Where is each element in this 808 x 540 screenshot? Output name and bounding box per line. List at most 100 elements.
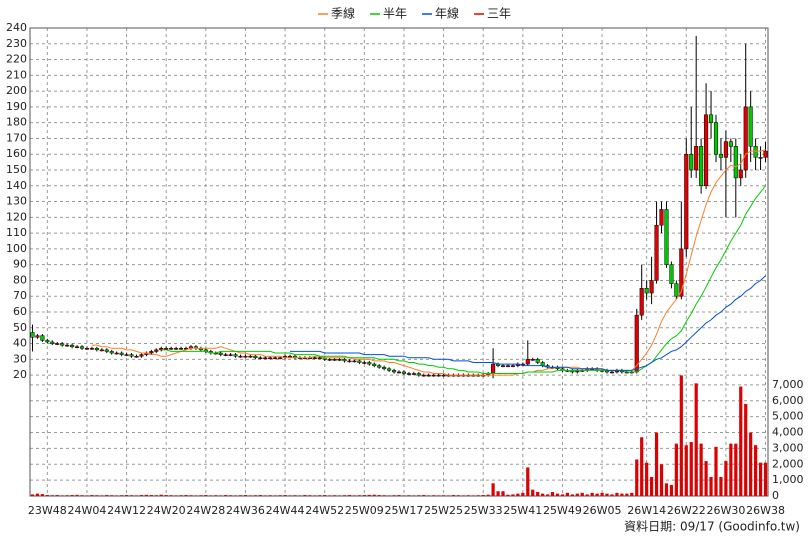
x-tick-label: 24W12 [107, 504, 146, 517]
volume-bar [268, 495, 272, 496]
volume-bar [645, 462, 649, 496]
volume-bar [382, 495, 386, 496]
candle-body [500, 365, 506, 367]
candle-body [287, 355, 293, 358]
candle-body [65, 344, 70, 347]
y-tick-label: 40 [13, 337, 27, 350]
volume-bar [318, 495, 322, 496]
volume-bar [630, 492, 634, 496]
candle-body [233, 354, 238, 357]
y2-tick-label: 7,000 [772, 378, 804, 391]
legend-label: 三年 [487, 7, 511, 21]
candle-body [728, 141, 733, 147]
volume-bar [124, 495, 129, 496]
volume-bar [684, 445, 688, 496]
y-tick-label: 180 [6, 116, 27, 129]
volume-bar [352, 495, 357, 496]
x-tick-label: 26W05 [583, 504, 622, 517]
candle-body [30, 332, 35, 338]
x-tick-label: 24W04 [68, 504, 107, 517]
volume-bar [521, 492, 525, 496]
volume-bar [531, 489, 535, 496]
volume-bar [55, 495, 59, 496]
candle-body [525, 359, 530, 365]
candle-body [278, 357, 283, 360]
volume-bar [253, 495, 257, 496]
candle-body [421, 374, 426, 377]
y-tick-label: 130 [6, 195, 27, 208]
volume-bar [486, 494, 490, 496]
y2-tick-label: 1,000 [772, 473, 804, 486]
y-tick-label: 220 [6, 53, 27, 66]
x-tick-label: 25W41 [503, 504, 542, 517]
volume-bar [739, 386, 743, 496]
volume-bar [248, 495, 253, 496]
candle-body [55, 343, 60, 345]
volume-bar [590, 492, 594, 496]
y-tick-label: 30 [13, 352, 27, 365]
candle-body [763, 150, 768, 158]
volume-bar [90, 495, 94, 496]
volume-bar [45, 495, 49, 496]
x-tick-label: 26W22 [667, 504, 706, 517]
candle-body [223, 354, 228, 356]
volume-bar [402, 495, 406, 496]
volume-bar [709, 476, 713, 496]
y2-tick-label: 2,000 [772, 457, 804, 470]
volume-bar [303, 495, 307, 496]
volume-bar [625, 493, 629, 496]
candle-body [723, 141, 728, 158]
x-tick-label: 23W48 [28, 504, 67, 517]
candle-body [654, 224, 659, 281]
volume-bar [65, 495, 69, 496]
volume-bar [258, 495, 262, 496]
candle-body [535, 359, 540, 363]
candle-body [362, 362, 367, 364]
volume-bar [689, 442, 693, 496]
candle-body [79, 346, 85, 349]
volume-bar [610, 494, 614, 496]
candle-body [733, 146, 738, 179]
volume-bar [758, 462, 763, 496]
candle-body [104, 349, 109, 352]
candle-body [139, 354, 144, 357]
candle-body [704, 114, 709, 187]
x-tick-label: 26W38 [746, 504, 785, 517]
legend-label: 半年 [383, 7, 407, 21]
volume-bar [541, 493, 545, 496]
candle-body [238, 355, 243, 358]
candle-body [387, 368, 392, 371]
volume-bar [496, 491, 500, 496]
volume-bar [238, 495, 243, 496]
volume-bar [189, 495, 193, 496]
volume-bar [600, 492, 604, 496]
x-tick-label: 24W44 [266, 504, 305, 517]
candle-body [401, 371, 407, 374]
volume-bar [595, 493, 599, 496]
volume-bar [362, 495, 366, 496]
candle-body [253, 355, 258, 359]
volume-bar [149, 495, 153, 496]
candle-body [45, 340, 50, 343]
candle-body [60, 343, 65, 346]
candle-body [84, 348, 90, 350]
volume-bar [35, 493, 40, 496]
candle-body [312, 357, 317, 360]
volume-bar [85, 495, 89, 496]
volume-bar [293, 495, 297, 496]
volume-bar [451, 495, 456, 496]
ma-line [91, 149, 766, 376]
volume-bar [278, 495, 282, 496]
x-tick-label: 24W36 [226, 504, 265, 517]
volume-bar [110, 495, 114, 496]
volume-bar [674, 443, 678, 496]
candle-body [164, 348, 169, 350]
candle-body [431, 374, 436, 377]
volume-bar [199, 495, 203, 496]
volume-bar [555, 493, 560, 496]
volume-bar [659, 464, 664, 496]
volume-bar [60, 495, 64, 496]
volume-bar [387, 495, 391, 496]
volume-bar [719, 476, 723, 496]
candle-body [426, 374, 431, 377]
